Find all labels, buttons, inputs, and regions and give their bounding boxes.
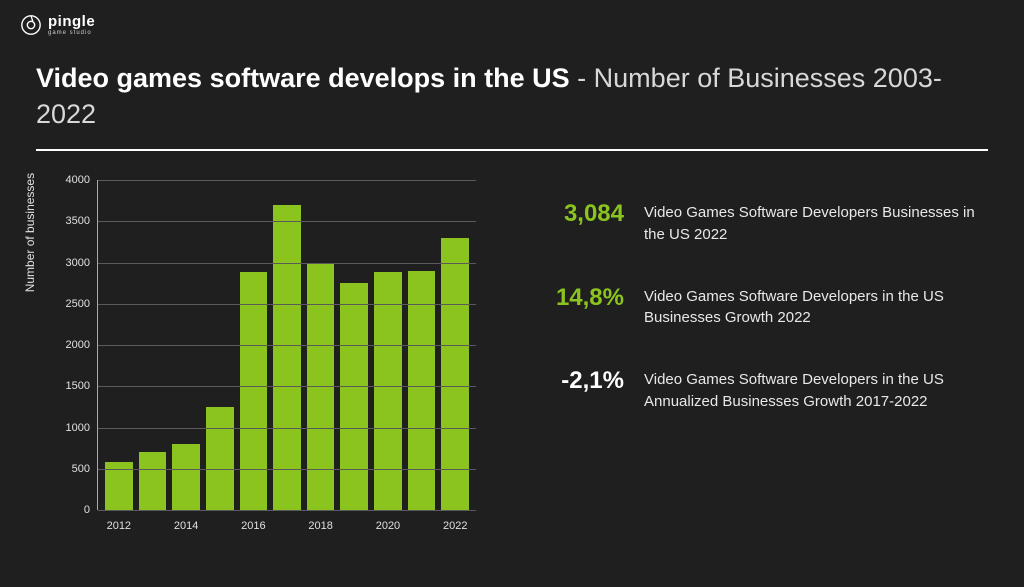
bar (374, 272, 402, 510)
page-title: Video games software develops in the US … (36, 60, 988, 133)
grid-line (98, 180, 476, 181)
x-tick-label (340, 520, 368, 532)
stats-panel: 3,084 Video Games Software Developers Bus… (486, 170, 988, 567)
grid-line (98, 428, 476, 429)
grid-line (98, 345, 476, 346)
y-tick-label: 1500 (66, 380, 90, 392)
x-tick-label (408, 520, 436, 532)
logo-name: pingle (48, 14, 95, 29)
bar (340, 283, 368, 510)
bar (240, 272, 268, 510)
stat-value: -2,1% (536, 367, 624, 396)
x-tick-label: 2016 (240, 520, 268, 532)
grid-line (98, 510, 476, 511)
bar (408, 271, 436, 510)
y-tick-label: 0 (84, 504, 90, 516)
bar (206, 407, 234, 510)
stat-description: Video Games Software Developers in the U… (644, 284, 988, 330)
stat-row: 3,084 Video Games Software Developers Bus… (536, 200, 988, 246)
x-tick-label: 2018 (307, 520, 335, 532)
header: Video games software develops in the US … (36, 60, 988, 151)
title-bold: Video games software develops in the US (36, 63, 570, 93)
content-area: Number of businesses 0500100015002000250… (36, 170, 988, 567)
bar (172, 444, 200, 510)
chart-plot: 05001000150020002500300035004000 (98, 180, 476, 510)
y-tick-label: 500 (72, 463, 90, 475)
y-tick-label: 2500 (66, 298, 90, 310)
brand-logo: pingle game studio (20, 14, 95, 36)
stat-value: 3,084 (536, 200, 624, 229)
logo-subtitle: game studio (48, 30, 95, 36)
stat-row: -2,1% Video Games Software Developers in … (536, 367, 988, 413)
bar-chart: Number of businesses 0500100015002000250… (36, 170, 486, 550)
bar (139, 452, 167, 510)
grid-line (98, 263, 476, 264)
y-tick-label: 3500 (66, 215, 90, 227)
bar (273, 205, 301, 510)
x-tick-label (139, 520, 167, 532)
x-tick-label: 2014 (172, 520, 200, 532)
stat-description: Video Games Software Developers in the U… (644, 367, 988, 413)
grid-line (98, 304, 476, 305)
y-tick-label: 2000 (66, 339, 90, 351)
x-tick-label: 2020 (374, 520, 402, 532)
stat-row: 14,8% Video Games Software Developers in … (536, 284, 988, 330)
y-tick-label: 4000 (66, 174, 90, 186)
x-tick-label (273, 520, 301, 532)
stat-value: 14,8% (536, 284, 624, 313)
x-tick-label: 2012 (105, 520, 133, 532)
y-tick-label: 3000 (66, 257, 90, 269)
grid-line (98, 386, 476, 387)
grid-line (98, 469, 476, 470)
x-tick-label: 2022 (441, 520, 469, 532)
title-divider (36, 149, 988, 151)
grid-line (98, 221, 476, 222)
x-labels: 2012 2014 2016 2018 2020 2022 (98, 520, 476, 532)
stat-description: Video Games Software Developers Business… (644, 200, 988, 246)
x-tick-label (206, 520, 234, 532)
logo-icon (20, 14, 42, 36)
y-tick-label: 1000 (66, 422, 90, 434)
y-axis-label: Number of businesses (23, 173, 37, 292)
